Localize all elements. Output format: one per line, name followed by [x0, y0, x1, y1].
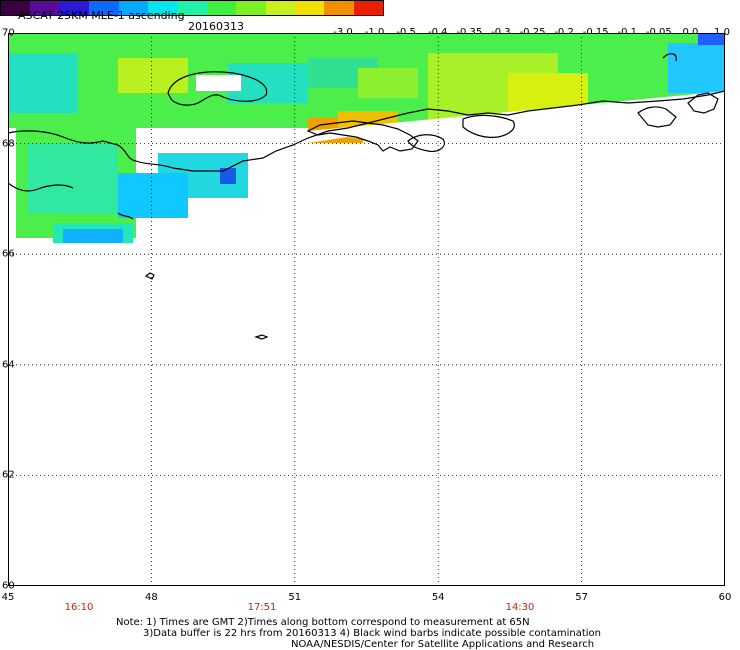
colorbar-tick-label: -1.0	[364, 27, 385, 38]
colorbar-tick-label: -0.25	[519, 27, 546, 38]
colorbar-tick-label: 1.0	[714, 27, 730, 38]
colorbar-segment	[118, 1, 148, 15]
overpass-time-label: 16:10	[64, 602, 94, 613]
lat-lon-grid	[8, 33, 725, 586]
map-frame	[8, 33, 725, 586]
colorbar-segment	[294, 1, 325, 15]
colorbar-tick-label: -0.2	[554, 27, 574, 38]
colorbar-tick-label: -0.05	[645, 27, 672, 38]
colorbar-segment	[236, 1, 266, 15]
colorbar-segment	[59, 1, 90, 15]
latitude-label: 64	[2, 359, 15, 371]
latitude-label: 62	[2, 469, 15, 481]
colorbar-tick-label: -0.5	[396, 27, 416, 38]
overpass-time-label: 17:51	[247, 602, 277, 613]
map-title: ASCAT 25KM MLE-1 ascending	[18, 9, 185, 22]
longitude-label: 57	[575, 592, 588, 603]
latitude-label: 68	[2, 138, 15, 150]
colorbar-tick-label: -0.35	[456, 27, 483, 38]
colorbar-segment	[89, 1, 119, 15]
colorbar-segment	[177, 1, 207, 15]
coastlines	[8, 53, 725, 340]
colorbar-segment	[265, 1, 295, 15]
colorbar-segment	[324, 1, 354, 15]
colorbar-segment	[147, 1, 178, 15]
footer-note-1: Note: 1) Times are GMT 2)Times along bot…	[116, 617, 530, 628]
latitude-label: 70	[2, 27, 15, 39]
scatterometer-swath	[8, 33, 725, 243]
map-panel	[8, 33, 725, 586]
colorbar-segment	[30, 1, 60, 15]
colorbar-tick-label: -0.3	[491, 27, 511, 38]
colorbar-tick-label: -0.15	[582, 27, 609, 38]
latitude-label: 66	[2, 248, 15, 260]
colorbar-tick-label: 0.0	[682, 27, 699, 38]
footer-credit: NOAA/NESDIS/Center for Satellite Applica…	[291, 639, 595, 650]
colorbar-segment	[206, 1, 237, 15]
colorbar-segment	[353, 1, 384, 15]
colorbar	[0, 0, 384, 16]
longitude-label: 45	[1, 592, 15, 603]
colorbar-tick-label: -0.1	[617, 27, 638, 38]
overpass-time-label: 14:30	[505, 602, 535, 613]
longitude-label: 60	[718, 592, 732, 603]
longitude-label: 51	[288, 592, 302, 603]
colorbar-tick-label: -3.0	[333, 27, 353, 38]
latitude-label: 60	[2, 580, 15, 592]
longitude-label: 48	[145, 592, 158, 603]
colorbar-tick-label: -0.4	[427, 27, 448, 38]
footer-note-2: 3)Data buffer is 22 hrs from 20160313 4)…	[143, 628, 601, 639]
longitude-label: 54	[431, 592, 445, 603]
map-date: 20160313	[188, 20, 244, 33]
colorbar-segment	[1, 1, 31, 15]
